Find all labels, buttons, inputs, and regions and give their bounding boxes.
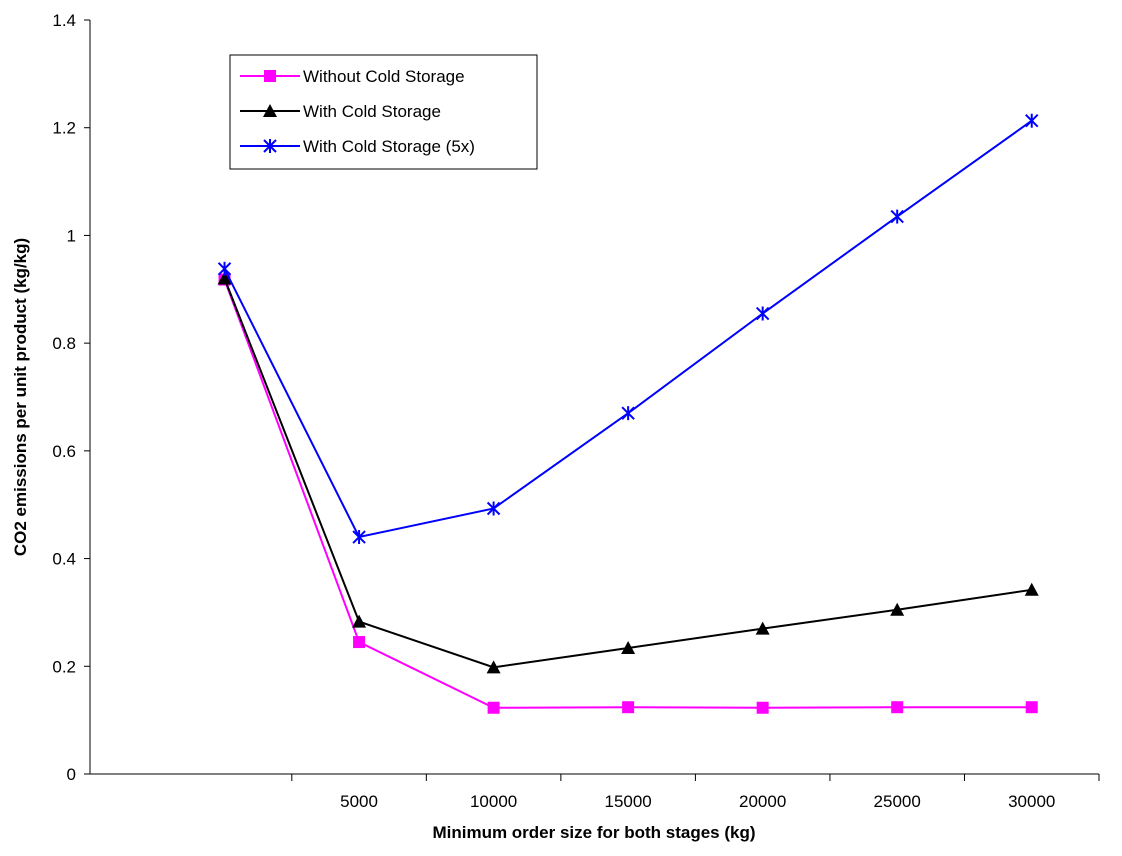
x-tick-label: 10000 [470,792,517,811]
x-tick-label: 30000 [1008,792,1055,811]
series-2 [217,271,1039,674]
y-tick-label: 0.6 [52,442,76,461]
data-point [1025,701,1038,714]
x-axis-title: Minimum order size for both stages (kg) [432,823,755,842]
x-tick-label: 5000 [340,792,378,811]
data-point [487,701,500,714]
legend-marker [264,70,276,82]
y-tick-label: 0.4 [52,550,76,569]
legend-entry: With Cold Storage [240,102,441,121]
data-point [486,501,501,516]
series-line [223,278,1032,669]
data-point [890,209,904,224]
x-tick-label: 25000 [874,792,921,811]
legend: Without Cold Storage With Cold Storage Wit… [229,54,538,170]
data-point [891,701,904,714]
series-3 [217,113,1039,545]
x-tick-label: 15000 [604,792,651,811]
data-point [622,701,635,714]
y-ticks: 0 0.2 0.4 0.6 0.8 1 1.2 1.4 [52,11,90,784]
y-tick-label: 0.2 [52,657,76,676]
data-point [755,621,770,635]
series-layer [217,113,1039,714]
data-point [621,406,635,421]
y-tick-label: 0 [67,765,76,784]
data-point [217,261,232,276]
x-ticks: 5000 10000 15000 20000 25000 30000 [291,774,1100,811]
y-axis-title: CO2 emissions per unit product (kg/kg) [11,238,30,556]
data-point [352,530,366,545]
legend-label: With Cold Storage [303,102,441,121]
data-point [1025,113,1039,128]
legend-label: With Cold Storage (5x) [303,137,475,156]
y-tick-label: 1.4 [52,11,76,30]
series-line [223,119,1033,539]
data-point [756,701,769,714]
y-tick-label: 0.8 [52,334,76,353]
legend-label: Without Cold Storage [303,67,465,86]
data-point [217,271,232,285]
data-point [1024,582,1039,596]
legend-marker [263,104,277,117]
legend-marker [263,139,277,153]
y-tick-label: 1.2 [52,119,76,138]
y-tick-label: 1 [67,226,76,245]
legend-entry: With Cold Storage (5x) [240,137,475,156]
data-point [352,614,367,628]
axes [89,20,1099,775]
data-point [621,640,636,654]
x-tick-label: 20000 [739,792,786,811]
data-point [353,636,366,649]
data-point [486,660,501,674]
data-point [890,602,905,616]
legend-entry: Without Cold Storage [240,67,465,86]
data-point [755,306,770,321]
